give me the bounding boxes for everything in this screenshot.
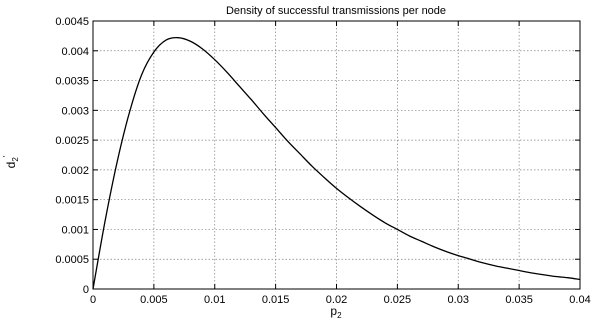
x-tick-label: 0.035: [505, 294, 533, 306]
y-tick-label: 0.0015: [55, 195, 89, 207]
x-axis-label-main: p: [330, 304, 337, 318]
y-tick-label: 0.001: [61, 224, 89, 236]
x-tick-label: 0.025: [384, 294, 412, 306]
x-tick-label: 0.01: [204, 294, 225, 306]
y-tick-label: 0.0005: [55, 254, 89, 266]
y-axis: 0 0.0005 0.001 0.0015 0.002 0.0025 0.003 0.0035…: [55, 16, 580, 296]
y-tick-label: 0.003: [61, 105, 89, 117]
y-tick-label: 0.002: [61, 165, 89, 177]
chart-title: Density of successful transmissions per …: [226, 5, 446, 17]
y-axis-label: d2': [2, 155, 20, 168]
y-axis-label-superscript: ': [2, 155, 11, 157]
x-axis: 0 0.005 0.01 0.015 0.02 0.025 0.03 0.035 0.04: [90, 21, 591, 306]
series-line: [92, 36, 581, 290]
x-tick-label: 0.03: [448, 294, 469, 306]
x-tick-label: 0.015: [262, 294, 290, 306]
x-tick-label: 0.005: [140, 294, 168, 306]
y-tick-label: 0.0035: [55, 76, 89, 88]
x-tick-label: 0.02: [326, 294, 347, 306]
x-axis-label-subscript: 2: [337, 311, 342, 320]
y-tick-label: 0: [83, 284, 89, 296]
y-tick-label: 0.004: [61, 46, 89, 58]
y-tick-label: 0.0045: [55, 16, 89, 28]
x-tick-label: 0: [90, 294, 96, 306]
x-tick-label: 0.04: [569, 294, 590, 306]
y-axis-label-subscript: 2: [11, 157, 20, 162]
grid: [93, 21, 580, 289]
y-tick-label: 0.0025: [55, 135, 89, 147]
y-axis-label-main: d: [4, 162, 18, 169]
x-axis-label: p2: [330, 304, 342, 320]
